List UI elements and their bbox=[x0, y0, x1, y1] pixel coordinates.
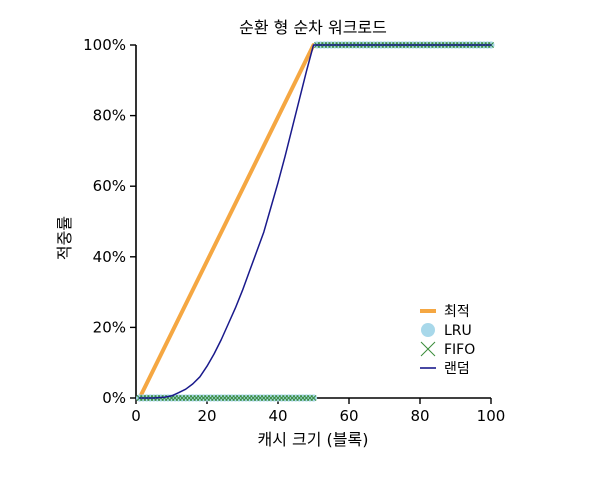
y-tick-label: 80% bbox=[93, 107, 126, 125]
y-tick-label: 60% bbox=[93, 177, 126, 195]
x-tick-label: 40 bbox=[268, 407, 287, 425]
y-axis-label: 적중률 bbox=[55, 216, 74, 260]
legend: 최적 LRU FIFO 랜덤 bbox=[420, 304, 475, 377]
legend-label-2: FIFO bbox=[444, 342, 475, 358]
y-axis-ticks: 0% 20% 40% 60% 80% 100% bbox=[83, 36, 136, 407]
legend-swatch-1 bbox=[421, 323, 435, 337]
chart-title: 순환 형 순차 워크로드 bbox=[239, 18, 387, 37]
x-axis-label: 캐시 크기 (블록) bbox=[258, 430, 369, 449]
x-tick-label: 80 bbox=[410, 407, 429, 425]
x-tick-label: 100 bbox=[477, 407, 506, 425]
series-layer bbox=[135, 41, 495, 402]
legend-swatch-2 bbox=[420, 341, 436, 357]
legend-label-1: LRU bbox=[444, 323, 472, 339]
y-tick-label: 20% bbox=[93, 318, 126, 336]
series-2-point bbox=[310, 395, 317, 401]
y-tick-label: 40% bbox=[93, 248, 126, 266]
y-tick-label: 0% bbox=[102, 389, 126, 407]
x-axis-ticks: 0 20 40 60 80 100 bbox=[131, 398, 505, 425]
legend-label-0: 최적 bbox=[444, 304, 470, 320]
x-tick-label: 0 bbox=[131, 407, 141, 425]
x-tick-label: 20 bbox=[197, 407, 216, 425]
series-0-line bbox=[137, 43, 493, 400]
series-3-line bbox=[138, 44, 492, 399]
legend-label-3: 랜덤 bbox=[444, 361, 470, 377]
x-tick-label: 60 bbox=[339, 407, 358, 425]
y-tick-label: 100% bbox=[83, 36, 126, 54]
